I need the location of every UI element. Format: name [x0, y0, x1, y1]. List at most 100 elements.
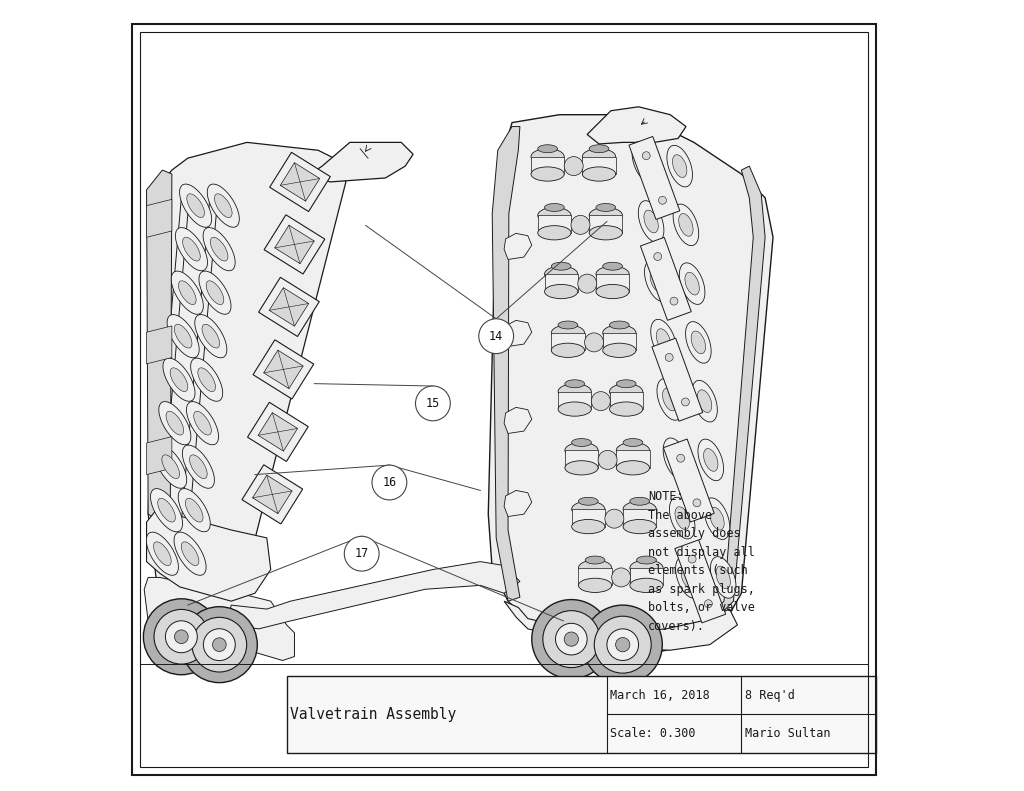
Polygon shape [504, 320, 531, 346]
Ellipse shape [675, 507, 689, 529]
Polygon shape [227, 562, 520, 629]
Circle shape [677, 454, 685, 462]
Ellipse shape [158, 498, 175, 522]
Ellipse shape [663, 388, 677, 411]
Circle shape [688, 555, 696, 563]
Polygon shape [504, 233, 531, 259]
Ellipse shape [650, 320, 676, 361]
Ellipse shape [178, 281, 197, 305]
Circle shape [666, 354, 673, 361]
Ellipse shape [531, 167, 564, 181]
Polygon shape [144, 577, 295, 660]
Circle shape [653, 252, 662, 260]
Text: March 16, 2018: March 16, 2018 [610, 689, 710, 702]
Ellipse shape [681, 566, 695, 589]
Ellipse shape [181, 542, 199, 566]
Ellipse shape [579, 498, 598, 505]
Ellipse shape [551, 343, 585, 358]
Ellipse shape [571, 501, 605, 517]
Circle shape [416, 386, 451, 421]
Ellipse shape [657, 379, 683, 420]
Polygon shape [242, 465, 303, 524]
Circle shape [658, 196, 667, 204]
Ellipse shape [583, 167, 615, 181]
Circle shape [705, 600, 713, 607]
Ellipse shape [685, 272, 699, 295]
Ellipse shape [630, 560, 664, 576]
Ellipse shape [698, 439, 724, 481]
Ellipse shape [637, 556, 656, 564]
Ellipse shape [603, 263, 623, 271]
Ellipse shape [203, 228, 236, 271]
Ellipse shape [538, 225, 571, 240]
Polygon shape [504, 601, 737, 650]
Ellipse shape [538, 207, 571, 223]
Polygon shape [488, 115, 773, 653]
Bar [603, 333, 636, 350]
Ellipse shape [691, 331, 706, 354]
Bar [623, 509, 656, 527]
Ellipse shape [167, 315, 200, 358]
Ellipse shape [545, 285, 578, 299]
Ellipse shape [632, 142, 657, 183]
Ellipse shape [669, 448, 683, 470]
Ellipse shape [644, 210, 658, 233]
Ellipse shape [146, 532, 178, 575]
Circle shape [571, 215, 590, 234]
Bar [596, 274, 629, 292]
Ellipse shape [558, 321, 578, 329]
Circle shape [611, 568, 631, 587]
Ellipse shape [623, 501, 656, 517]
Bar [538, 215, 571, 233]
Text: 8 Req'd: 8 Req'd [744, 689, 795, 702]
Polygon shape [263, 350, 303, 388]
Circle shape [585, 333, 603, 352]
Ellipse shape [638, 151, 652, 173]
Circle shape [693, 499, 700, 507]
Bar [571, 509, 605, 527]
Polygon shape [264, 215, 325, 274]
Ellipse shape [565, 460, 598, 475]
Polygon shape [493, 127, 520, 601]
Ellipse shape [538, 145, 557, 153]
Circle shape [154, 609, 209, 664]
Bar [545, 274, 578, 292]
Ellipse shape [178, 489, 210, 532]
Circle shape [372, 465, 407, 500]
Ellipse shape [558, 384, 591, 399]
Polygon shape [629, 137, 680, 219]
Ellipse shape [711, 557, 736, 598]
Bar [565, 450, 598, 467]
Ellipse shape [705, 498, 730, 539]
Polygon shape [675, 540, 726, 623]
Circle shape [642, 152, 650, 160]
Ellipse shape [174, 324, 191, 348]
Text: 16: 16 [382, 476, 396, 489]
Ellipse shape [545, 203, 564, 211]
Polygon shape [146, 199, 172, 237]
Circle shape [584, 605, 663, 684]
Ellipse shape [199, 271, 231, 314]
Ellipse shape [190, 358, 222, 401]
Text: Scale: 0.300: Scale: 0.300 [610, 727, 695, 740]
Polygon shape [148, 142, 346, 621]
Circle shape [213, 638, 226, 652]
Circle shape [143, 599, 219, 675]
Bar [531, 157, 564, 174]
Circle shape [578, 274, 597, 293]
Ellipse shape [551, 263, 571, 271]
Ellipse shape [151, 489, 182, 532]
Circle shape [204, 629, 236, 660]
Circle shape [564, 632, 579, 646]
Ellipse shape [616, 460, 649, 475]
Ellipse shape [179, 184, 212, 227]
Ellipse shape [596, 267, 629, 282]
Circle shape [605, 509, 624, 528]
Ellipse shape [163, 358, 195, 401]
Ellipse shape [676, 557, 701, 598]
Ellipse shape [194, 411, 211, 435]
Ellipse shape [692, 380, 718, 422]
Polygon shape [146, 437, 172, 475]
Ellipse shape [596, 285, 629, 299]
Ellipse shape [596, 203, 615, 211]
